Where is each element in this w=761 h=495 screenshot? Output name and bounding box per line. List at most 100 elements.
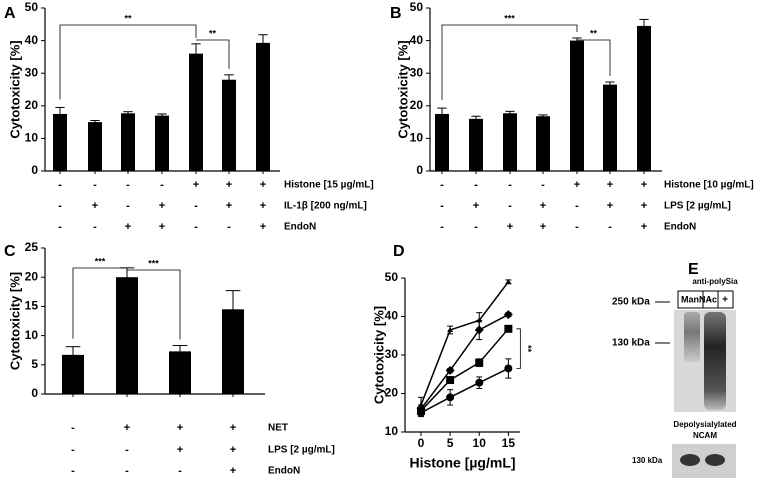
error-bar — [65, 346, 81, 364]
condition-sign: - — [93, 221, 97, 233]
lower-title: Depolysialylated — [673, 420, 736, 429]
condition-sign: - — [126, 179, 130, 191]
condition-sign: - — [508, 200, 512, 212]
condition-sign: - — [194, 200, 198, 212]
bar — [189, 53, 203, 171]
blot-band — [680, 454, 700, 466]
bar — [256, 42, 270, 171]
treatment-box — [677, 290, 734, 309]
bar — [169, 351, 191, 394]
lane-label: - — [708, 295, 711, 306]
y-axis-label: Cytotoxicity [%] — [7, 40, 22, 138]
condition-sign: + — [92, 200, 98, 212]
condition-sign: + — [193, 179, 199, 191]
error-bar — [605, 81, 615, 88]
condition-sign: - — [474, 179, 478, 191]
condition-label: LPS [2 µg/mL] — [664, 201, 731, 212]
y-axis-label: Cytotoxicity [%] — [7, 272, 22, 370]
condition-label: EndoN — [284, 222, 316, 233]
antibody-label: anti-polySia — [692, 277, 738, 286]
bar — [536, 116, 550, 171]
y-tick-label: 50 — [25, 0, 39, 14]
condition-sign: - — [440, 221, 444, 233]
significance-label: *** — [504, 13, 515, 23]
error-bar — [172, 345, 188, 358]
condition-sign: + — [226, 200, 232, 212]
bar — [503, 113, 517, 171]
panel-label: B — [390, 5, 402, 22]
y-tick-label: 40 — [410, 33, 424, 47]
x-tick-label: 5 — [447, 436, 454, 450]
significance-label: *** — [95, 256, 106, 266]
error-bar — [90, 119, 100, 125]
condition-sign: - — [440, 179, 444, 191]
bar — [222, 79, 236, 171]
y-tick-label: 25 — [25, 240, 39, 254]
condition-sign: - — [541, 179, 545, 191]
condition-label: Histone [15 µg/mL] — [284, 180, 374, 191]
condition-sign: + — [230, 465, 236, 477]
error-bar — [191, 43, 201, 64]
marker — [474, 325, 484, 335]
significance-label: *** — [148, 258, 159, 268]
panel-label: E — [688, 261, 699, 278]
y-tick-label: 30 — [25, 65, 39, 79]
condition-sign: + — [230, 444, 236, 456]
y-tick-label: 0 — [31, 163, 38, 177]
condition-sign: + — [540, 200, 546, 212]
condition-sign: - — [71, 444, 75, 456]
x-tick-label: 10 — [473, 436, 487, 450]
panel-label: A — [4, 5, 16, 22]
y-tick-label: 20 — [25, 98, 39, 112]
panel-label: C — [4, 243, 16, 260]
significance-bracket — [72, 267, 127, 339]
y-tick-label: 50 — [410, 0, 424, 14]
error-bar — [55, 106, 65, 121]
condition-sign: + — [177, 422, 183, 434]
condition-sign: - — [71, 465, 75, 477]
condition-sign: + — [177, 444, 183, 456]
condition-sign: + — [159, 200, 165, 212]
condition-sign: + — [473, 200, 479, 212]
bar — [637, 25, 651, 172]
significance-label: ** — [523, 345, 533, 353]
marker — [447, 326, 454, 332]
marker — [446, 393, 455, 402]
error-bar — [505, 110, 515, 116]
lower-title: NCAM — [693, 431, 717, 440]
mw-marker: 250 kDa — [612, 297, 650, 308]
marker — [475, 378, 484, 387]
error-bar — [639, 18, 649, 33]
error-bar — [224, 74, 234, 86]
y-tick-label: 10 — [25, 328, 39, 342]
series-line — [420, 313, 509, 410]
condition-sign: + — [159, 221, 165, 233]
condition-sign: + — [124, 422, 130, 434]
bar — [53, 113, 67, 171]
condition-sign: - — [575, 221, 579, 233]
marker — [503, 310, 513, 320]
condition-sign: + — [641, 200, 647, 212]
y-tick-label: 0 — [31, 386, 38, 400]
y-tick-label: 0 — [416, 163, 423, 177]
y-tick-label: 30 — [385, 347, 399, 361]
series-line — [420, 328, 509, 412]
blot-panel: E anti-polySia ManNAc - + 250 kDa 130 kD… — [612, 261, 738, 478]
condition-sign: - — [58, 179, 62, 191]
condition-sign: + — [507, 221, 513, 233]
y-tick-label: 10 — [410, 131, 424, 145]
condition-sign: + — [574, 179, 580, 191]
mw-marker: 130 kDa — [632, 456, 663, 465]
condition-sign: - — [178, 465, 182, 477]
error-bar — [157, 113, 167, 118]
condition-label: IL-1β [200 ng/mL] — [284, 201, 367, 212]
condition-label: EndoN — [268, 466, 300, 477]
condition-sign: + — [260, 200, 266, 212]
blot-band — [705, 454, 725, 466]
condition-sign: + — [641, 179, 647, 191]
y-tick-label: 5 — [31, 357, 38, 371]
bar — [603, 84, 617, 171]
marker — [504, 324, 513, 333]
y-tick-label: 20 — [385, 386, 399, 400]
